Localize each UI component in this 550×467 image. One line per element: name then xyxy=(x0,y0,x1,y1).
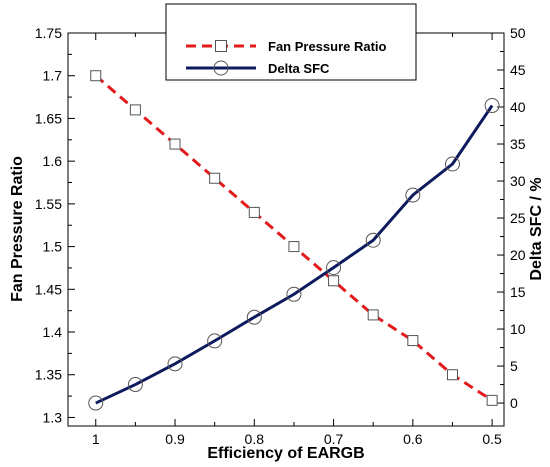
data-point-delta-sfc xyxy=(286,286,302,302)
y-right-tick-label: 5 xyxy=(510,358,518,374)
series-line-delta-sfc xyxy=(95,104,494,405)
y-right-tick-label: 50 xyxy=(510,25,526,41)
y-right-tick-label: 40 xyxy=(510,99,526,115)
x-tick-label: 1 xyxy=(92,431,100,447)
plot-area xyxy=(67,32,505,427)
data-point-delta-sfc xyxy=(246,309,262,325)
data-point-delta-sfc xyxy=(326,260,342,276)
data-point-delta-sfc xyxy=(405,187,421,203)
y-right-tick-label: 30 xyxy=(510,173,526,189)
x-tick-label: 0.5 xyxy=(482,431,502,447)
data-point-delta-sfc xyxy=(88,395,104,411)
legend-label-fan-pressure-ratio: Fan Pressure Ratio xyxy=(268,39,387,54)
y-left-tick-label: 1.55 xyxy=(35,196,62,212)
y-left-tick-label: 1.3 xyxy=(43,409,63,425)
x-tick-label: 0.9 xyxy=(165,431,185,447)
y-right-tick-label: 45 xyxy=(510,62,526,78)
y-left-tick-label: 1.45 xyxy=(35,281,62,297)
data-point-delta-sfc xyxy=(207,333,223,349)
series-line-fan-pressure-ratio xyxy=(94,74,493,402)
y-right-tick-label: 35 xyxy=(510,136,526,152)
data-point-fan-pressure-ratio xyxy=(486,394,498,406)
y-right-tick-label: 15 xyxy=(510,284,526,300)
y-left-tick-label: 1.65 xyxy=(35,110,62,126)
data-point-delta-sfc xyxy=(444,156,460,172)
plot-frame-group xyxy=(67,32,505,427)
data-point-delta-sfc xyxy=(484,98,500,114)
y-left-tick-label: 1.5 xyxy=(43,239,63,255)
y-left-tick-label: 1.6 xyxy=(43,153,63,169)
x-tick-label: 0.6 xyxy=(403,431,423,447)
y-right-tick-label: 0 xyxy=(510,395,518,411)
legend-label-delta-sfc: Delta SFC xyxy=(268,61,330,76)
y-left-tick-label: 1.4 xyxy=(43,324,63,340)
legend-marker-square xyxy=(215,40,227,52)
data-point-delta-sfc xyxy=(167,356,183,372)
data-point-fan-pressure-ratio xyxy=(169,138,181,150)
data-point-delta-sfc xyxy=(365,232,381,248)
data-point-fan-pressure-ratio xyxy=(367,309,379,321)
data-point-fan-pressure-ratio xyxy=(446,369,458,381)
data-point-fan-pressure-ratio xyxy=(328,275,340,287)
y-left-tick-label: 1.7 xyxy=(43,68,63,84)
y-axis-label-left: Fan Pressure Ratio xyxy=(9,156,26,302)
ticks-group: 1 0.9 0.8 0.7 0.6 0.5 1.3 1.35 1.4 1.45 1.5 1.55 1.6… xyxy=(35,25,526,447)
y-right-tick-label: 10 xyxy=(510,321,526,337)
y-axis-label-right: Delta SFC / % xyxy=(528,177,545,280)
data-point-fan-pressure-ratio xyxy=(90,70,102,82)
data-point-fan-pressure-ratio xyxy=(209,172,221,184)
y-left-tick-label: 1.75 xyxy=(35,25,62,41)
data-point-fan-pressure-ratio xyxy=(407,335,419,347)
x-axis-label: Efficiency of EARGB xyxy=(207,445,364,462)
series-layer xyxy=(88,70,500,411)
y-left-tick-label: 1.35 xyxy=(35,367,62,383)
y-right-tick-label: 20 xyxy=(510,247,526,263)
data-point-fan-pressure-ratio xyxy=(288,241,300,253)
legend-marker-circle xyxy=(213,60,229,76)
y-right-tick-label: 25 xyxy=(510,210,526,226)
x-tick-label: 0.8 xyxy=(245,431,265,447)
x-tick-label: 0.7 xyxy=(324,431,344,447)
data-point-fan-pressure-ratio xyxy=(248,206,260,218)
data-point-delta-sfc xyxy=(127,377,143,393)
legend: Fan Pressure Ratio Delta SFC xyxy=(165,3,417,81)
data-point-fan-pressure-ratio xyxy=(129,104,141,116)
